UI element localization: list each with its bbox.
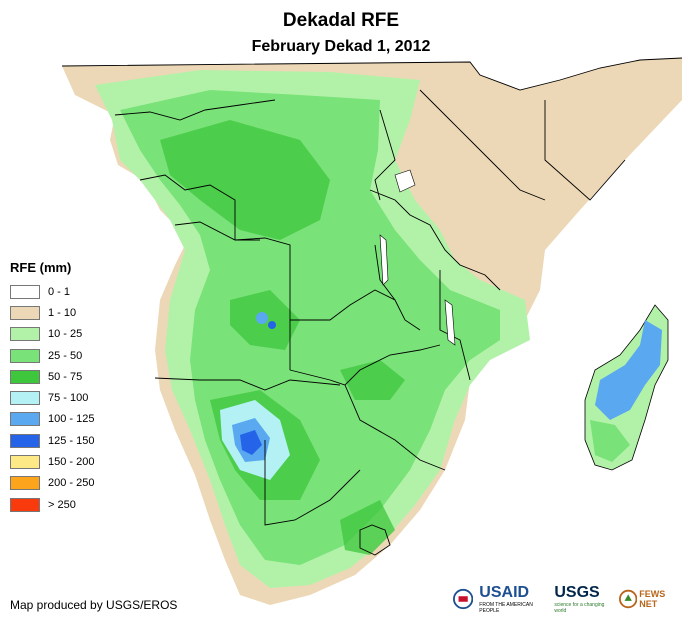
legend-swatch <box>10 348 40 363</box>
legend-label: 1 - 10 <box>48 306 77 319</box>
legend-swatch <box>10 455 40 470</box>
map-credit: Map produced by USGS/EROS <box>10 598 178 612</box>
legend-label: 200 - 250 <box>48 477 95 490</box>
fewsnet-logo: FEWS NET <box>618 589 682 609</box>
madagascar-rain-zone <box>595 320 662 420</box>
agency-logos: USAID FROM THE AMERICAN PEOPLE USGS scie… <box>453 584 682 614</box>
legend-item: 150 - 200 <box>10 451 94 472</box>
usgs-logo: USGS science for a changing world <box>554 584 612 614</box>
legend-item: > 250 <box>10 494 94 515</box>
map-legend: RFE (mm) 0 - 1 1 - 10 10 - 25 25 - 50 50… <box>10 260 94 515</box>
rainfall-zone-peak <box>240 430 262 455</box>
legend-item: 0 - 1 <box>10 281 94 302</box>
legend-label: 50 - 75 <box>48 370 83 383</box>
usaid-seal-icon <box>453 588 474 610</box>
legend-label: 75 - 100 <box>48 392 89 405</box>
legend-item: 10 - 25 <box>10 324 94 345</box>
legend-label: 125 - 150 <box>48 434 95 447</box>
usaid-logo: USAID FROM THE AMERICAN PEOPLE <box>479 584 548 614</box>
legend-swatch <box>10 305 40 320</box>
usgs-wordmark: USGS <box>554 584 600 601</box>
madagascar-west-zone <box>590 420 630 462</box>
legend-swatch <box>10 476 40 491</box>
usaid-wordmark: USAID <box>479 584 530 601</box>
legend-item: 100 - 125 <box>10 409 94 430</box>
legend-label: 100 - 125 <box>48 413 95 426</box>
legend-swatch <box>10 327 40 342</box>
legend-label: 25 - 50 <box>48 349 83 362</box>
legend-item: 75 - 100 <box>10 387 94 408</box>
usaid-tagline: FROM THE AMERICAN PEOPLE <box>479 602 533 614</box>
legend-swatch <box>10 412 40 427</box>
legend-item: 50 - 75 <box>10 366 94 387</box>
legend-item: 125 - 150 <box>10 430 94 451</box>
legend-swatch <box>10 497 40 512</box>
legend-label: 0 - 1 <box>48 285 71 298</box>
fewsnet-wordmark: FEWS NET <box>639 589 666 609</box>
legend-swatch <box>10 284 40 299</box>
usgs-tagline: science for a changing world <box>554 602 605 614</box>
map-subtitle: February Dekad 1, 2012 <box>251 38 431 55</box>
legend-item: 1 - 10 <box>10 302 94 323</box>
legend-title: RFE (mm) <box>10 260 72 275</box>
fewsnet-globe-icon <box>618 589 638 609</box>
rainfall-spot <box>256 312 268 324</box>
legend-label: 150 - 200 <box>48 456 95 469</box>
rainfall-zone-heavy <box>160 120 405 555</box>
lake-victoria <box>394 169 416 193</box>
legend-item: 200 - 250 <box>10 473 94 494</box>
legend-swatch <box>10 391 40 406</box>
lake-malawi <box>444 299 456 346</box>
map-title: Dekadal RFE <box>282 10 400 31</box>
legend-item: 25 - 50 <box>10 345 94 366</box>
legend-label: > 250 <box>48 498 76 511</box>
legend-swatch <box>10 433 40 448</box>
legend-label: 10 - 25 <box>48 328 83 341</box>
rainfall-spot <box>268 321 276 329</box>
legend-swatch <box>10 369 40 384</box>
lake-tanganyika <box>379 234 389 286</box>
